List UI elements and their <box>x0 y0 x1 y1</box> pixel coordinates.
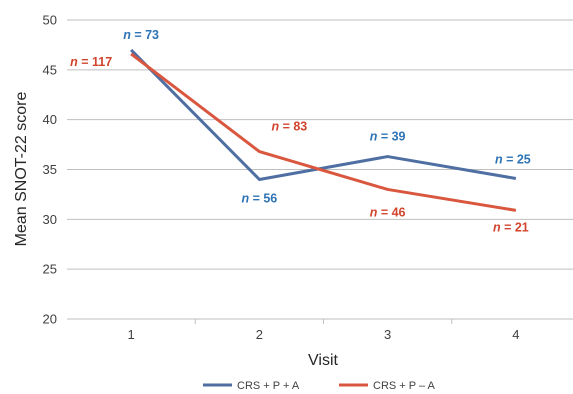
y-tick-label: 50 <box>43 13 57 28</box>
series-line-2 <box>130 52 517 212</box>
x-tick-labels: 1 2 3 4 <box>128 319 519 342</box>
series-line-1 <box>130 48 517 181</box>
y-tick-label: 30 <box>43 212 57 227</box>
y-tick-label: 20 <box>43 312 57 327</box>
x-axis-title: Visit <box>308 352 338 369</box>
data-labels: n = 73 n = 56 n = 39 n = 25 n = 117 n = 83 n =… <box>70 28 531 234</box>
legend-label: CRS + P + A <box>237 380 300 392</box>
data-label: n = 83 <box>271 120 307 134</box>
x-tick-label: 1 <box>128 327 135 342</box>
x-tick-label: 3 <box>384 327 391 342</box>
data-label: n = 117 <box>70 55 112 69</box>
y-tick-label: 45 <box>43 62 57 77</box>
y-tick-label: 25 <box>43 262 57 277</box>
y-tick-label: 35 <box>43 162 57 177</box>
y-axis-title: Mean SNOT-22 score <box>13 92 30 247</box>
data-label: n = 21 <box>493 220 529 234</box>
y-tick-label: 40 <box>43 112 57 127</box>
x-tick-label: 2 <box>256 327 263 342</box>
x-tick-label: 4 <box>512 327 519 342</box>
data-label: n = 73 <box>123 28 159 42</box>
data-label: n = 46 <box>370 205 406 219</box>
data-label: n = 25 <box>495 152 531 166</box>
series-lines <box>130 48 517 212</box>
data-label: n = 39 <box>370 130 406 144</box>
y-tick-labels: 20 25 30 35 40 45 50 <box>43 13 57 327</box>
legend: CRS + P + A CRS + P – A <box>203 380 436 392</box>
legend-label: CRS + P – A <box>373 380 436 392</box>
data-label: n = 56 <box>241 191 277 205</box>
